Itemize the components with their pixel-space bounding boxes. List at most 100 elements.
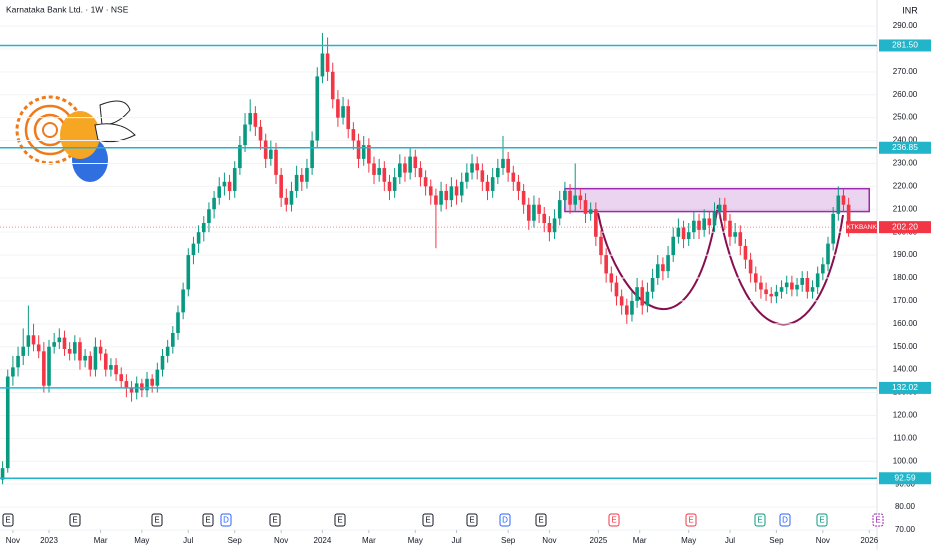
candle-body bbox=[434, 195, 438, 205]
cup-drawing bbox=[597, 204, 844, 326]
candle-body bbox=[841, 195, 846, 205]
candle-body bbox=[738, 232, 743, 246]
candle-body bbox=[119, 374, 124, 382]
candle-body bbox=[790, 282, 794, 290]
candle-body bbox=[769, 294, 774, 297]
event-label: E bbox=[819, 516, 824, 525]
candle-body bbox=[810, 287, 815, 292]
x-tick-label: Sep bbox=[769, 536, 784, 545]
candle-body bbox=[428, 186, 433, 196]
candle-body bbox=[160, 355, 165, 370]
candle-body bbox=[26, 335, 31, 347]
candle-body bbox=[310, 140, 314, 169]
y-tick-label: 190.00 bbox=[893, 250, 918, 259]
level-label: 281.50 bbox=[892, 40, 918, 50]
y-tick-label: 170.00 bbox=[893, 296, 918, 305]
event-label: E bbox=[611, 516, 616, 525]
y-tick-label: 210.00 bbox=[893, 204, 918, 213]
candle-body bbox=[418, 168, 423, 178]
candle-body bbox=[315, 76, 320, 141]
candle-body bbox=[521, 190, 526, 205]
y-tick-label: 120.00 bbox=[893, 411, 918, 420]
event-marker bbox=[2, 513, 14, 527]
y-tick-label: 240.00 bbox=[893, 136, 918, 145]
candle-body bbox=[103, 353, 108, 370]
candle-body bbox=[263, 140, 268, 159]
candle-body bbox=[805, 278, 810, 292]
candle-body bbox=[702, 218, 706, 230]
candle-body bbox=[346, 106, 351, 130]
x-tick-label: Sep bbox=[501, 536, 516, 545]
candle-body bbox=[707, 218, 712, 226]
last-price-box bbox=[879, 221, 931, 234]
candle-body bbox=[465, 172, 469, 182]
level-label-box bbox=[879, 472, 931, 485]
currency: INR bbox=[902, 5, 918, 15]
candle-body bbox=[367, 145, 371, 164]
x-tick-label: Jul bbox=[451, 536, 461, 545]
candle-body bbox=[439, 190, 443, 205]
candle-body bbox=[57, 337, 62, 343]
candle-body bbox=[191, 243, 196, 256]
candle-body bbox=[480, 170, 485, 182]
candle-body bbox=[619, 296, 624, 306]
event-marker bbox=[151, 513, 163, 527]
candle-body bbox=[36, 344, 41, 352]
candle-body bbox=[114, 365, 118, 375]
candle-body bbox=[31, 335, 36, 345]
level-label-box bbox=[879, 39, 931, 52]
candle-body bbox=[764, 289, 768, 295]
candle-body bbox=[78, 342, 82, 361]
candle-body bbox=[516, 181, 521, 191]
candle-body bbox=[449, 186, 454, 201]
candle-body bbox=[759, 282, 763, 290]
candle-body bbox=[196, 232, 201, 244]
candle-body bbox=[62, 337, 67, 350]
event-label: E bbox=[538, 516, 543, 525]
event-label: E bbox=[72, 516, 77, 525]
candle-body bbox=[222, 181, 227, 187]
candle-body bbox=[145, 378, 149, 391]
event-marker bbox=[422, 513, 434, 527]
candle-body bbox=[573, 195, 578, 205]
event-marker bbox=[69, 513, 81, 527]
candle-body bbox=[269, 149, 273, 159]
event-marker bbox=[685, 513, 697, 527]
candle-body bbox=[83, 355, 87, 361]
chart-title: Karnataka Bank Ltd. · 1W · NSE bbox=[6, 4, 129, 14]
candle-body bbox=[459, 181, 464, 196]
x-tick-label: May bbox=[134, 536, 149, 545]
level-label: 132.02 bbox=[892, 382, 918, 392]
candle-body bbox=[599, 236, 603, 256]
candle-body bbox=[336, 99, 340, 118]
event-label: D bbox=[502, 516, 508, 525]
level-label-box bbox=[879, 381, 931, 394]
candle-body bbox=[686, 232, 691, 240]
candle-body bbox=[284, 197, 289, 205]
candle-body bbox=[614, 282, 619, 297]
candle-body bbox=[392, 177, 397, 191]
candle-body bbox=[387, 181, 392, 191]
y-tick-label: 110.00 bbox=[893, 433, 917, 442]
event-marker bbox=[466, 513, 478, 527]
event-label: D bbox=[223, 516, 229, 525]
candle-body bbox=[413, 156, 418, 169]
x-tick-label: Nov bbox=[6, 536, 20, 545]
candle-body bbox=[227, 181, 232, 191]
candle-body bbox=[248, 113, 253, 125]
candle-body bbox=[243, 124, 247, 146]
x-tick-label: Jul bbox=[183, 536, 193, 545]
candle-body bbox=[557, 200, 562, 219]
resistance-zone bbox=[564, 187, 871, 213]
event-label: E bbox=[757, 516, 762, 525]
candle-body bbox=[274, 149, 278, 175]
candle-body bbox=[232, 168, 237, 191]
candle-body bbox=[831, 213, 835, 244]
candle-body bbox=[532, 204, 536, 221]
candle-body bbox=[140, 383, 144, 391]
candle-body bbox=[67, 349, 72, 354]
candle-body bbox=[325, 53, 330, 72]
candle-body bbox=[630, 300, 634, 315]
y-tick-label: 160.00 bbox=[893, 319, 918, 328]
